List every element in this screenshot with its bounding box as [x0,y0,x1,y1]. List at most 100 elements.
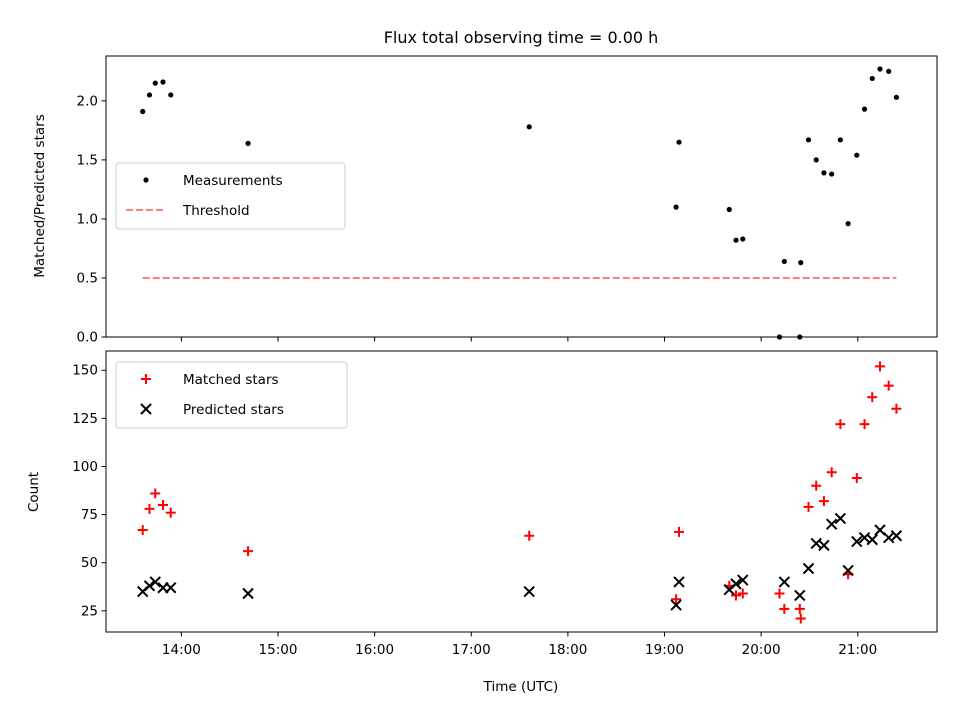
bottom-x-tick-label-5: 18:00 [548,642,587,658]
bottom-point-1-19 [818,496,829,507]
bottom-point-2-12-b [737,574,749,586]
top-point-1-26 [877,66,883,72]
bottom-y-tick-label-5: 125 [72,411,98,427]
top-legend: Measurements Threshold [115,162,346,230]
bottom-point-1-21 [835,419,846,430]
bottom-point-2-17-b [818,539,830,552]
top-point-1-16 [798,260,804,266]
bottom-point-2-12 [737,574,749,586]
bottom-y-axis-label: Count [26,472,42,512]
top-point-1-24 [861,106,868,112]
top-point-1-1 [140,108,146,115]
bottom-x-tick-label-7: 20:00 [742,642,781,658]
bottom-axes-frame [105,350,938,633]
top-point-1-12 [740,236,746,242]
bottom-point-2-19-b [834,512,847,525]
top-point-1-18 [813,157,819,163]
bottom-point-2-15 [802,562,815,575]
top-legend-box [115,162,346,230]
top-y-tick-label-1: 0.0 [77,330,98,346]
bottom-point-1-28 [891,403,902,414]
chart-title: Flux total observing time = 0.00 h [384,28,659,47]
top-y-tick-label-3: 1.0 [77,211,98,227]
bottom-point-1-6 [243,546,254,557]
bottom-point-2-15-b [802,562,815,575]
top-legend-swatch-1 [143,177,149,183]
bottom-point-2-20 [842,564,854,577]
x-axis-label: Time (UTC) [483,679,559,695]
bottom-y-tick-label-2: 50 [81,555,98,571]
bottom-point-2-20-b [842,564,854,577]
bottom-legend-box [115,361,348,429]
bottom-point-2-5 [165,582,177,594]
top-series-1 [140,66,900,340]
bottom-point-2-13 [778,576,791,588]
top-point-1-5 [168,92,174,98]
top-point-1-10 [726,206,732,213]
bottom-point-1-11 [731,590,742,601]
bottom-legend: Matched stars Predicted stars [115,361,348,429]
bottom-point-1-15 [794,603,805,614]
bottom-y-tick-label-1: 25 [81,603,98,619]
bottom-point-2-24-b [874,524,886,536]
bottom-point-2-19 [834,512,847,525]
bottom-point-2-11-b [730,578,742,590]
bottom-point-1-27 [883,380,894,391]
bottom-point-2-5-b [165,582,177,594]
bottom-point-2-26 [890,530,903,542]
top-y-tick-label-2: 0.5 [77,270,98,286]
bottom-point-2-6-b [242,587,254,600]
bottom-x-tick-label-3: 16:00 [355,642,394,658]
bottom-point-2-7 [523,585,535,598]
bottom-y-tick-label-6: 150 [72,363,98,379]
top-point-1-14 [781,258,787,265]
bottom-point-2-8-b [670,599,682,611]
top-point-1-2 [146,92,153,98]
bottom-point-2-18 [825,518,838,530]
top-point-1-3 [152,80,158,86]
top-point-1-19 [821,170,827,176]
bottom-x-tick-label-2: 15:00 [259,642,298,658]
bottom-point-2-6 [242,587,254,600]
bottom-point-1-23 [851,473,862,484]
bottom-point-2-2-b [143,580,156,592]
bottom-point-1-18 [811,480,822,491]
bottom-point-1-2 [144,503,155,514]
bottom-point-2-14 [794,589,806,602]
top-y-axis-label: Matched/Predicted stars [32,114,48,277]
bottom-legend-label-1: Matched stars [183,372,279,388]
bottom-y-tick-label-3: 75 [81,507,98,523]
top-point-1-4 [160,79,166,85]
top-point-1-23 [854,152,860,158]
bottom-point-1-14 [779,603,790,614]
top-point-1-17 [805,137,812,143]
bottom-point-1-4 [158,499,169,510]
bottom-point-2-18-b [825,518,838,530]
bottom-point-1-9 [674,526,685,537]
bottom-point-2-14-b [794,589,806,602]
top-point-1-27 [886,68,892,74]
bottom-point-2-8 [670,599,682,611]
bottom-point-2-7-b [523,585,535,598]
bottom-point-1-13 [774,588,785,599]
bottom-point-2-17 [818,539,830,552]
top-point-1-7 [526,124,532,130]
bottom-point-1-24 [859,419,870,430]
top-point-1-25 [869,75,875,82]
bottom-x-tick-label-8: 21:00 [838,642,877,658]
bottom-point-1-17 [803,501,814,512]
bottom-point-2-26-b [890,530,903,542]
bottom-point-1-25 [867,392,878,403]
bottom-point-2-9 [673,576,685,588]
top-point-1-8 [673,204,679,210]
bottom-legend-label-2: Predicted stars [183,402,284,418]
bottom-point-2-23-b [866,533,878,546]
top-legend-label-1: Measurements [183,173,283,189]
bottom-point-1-1 [137,524,148,535]
bottom-point-2-21 [851,535,863,548]
bottom-point-1-7 [524,530,535,541]
bottom-point-1-3 [150,488,161,499]
top-point-1-21 [837,137,843,143]
top-axes-frame [105,55,938,338]
bottom-point-2-13-b [778,576,791,588]
